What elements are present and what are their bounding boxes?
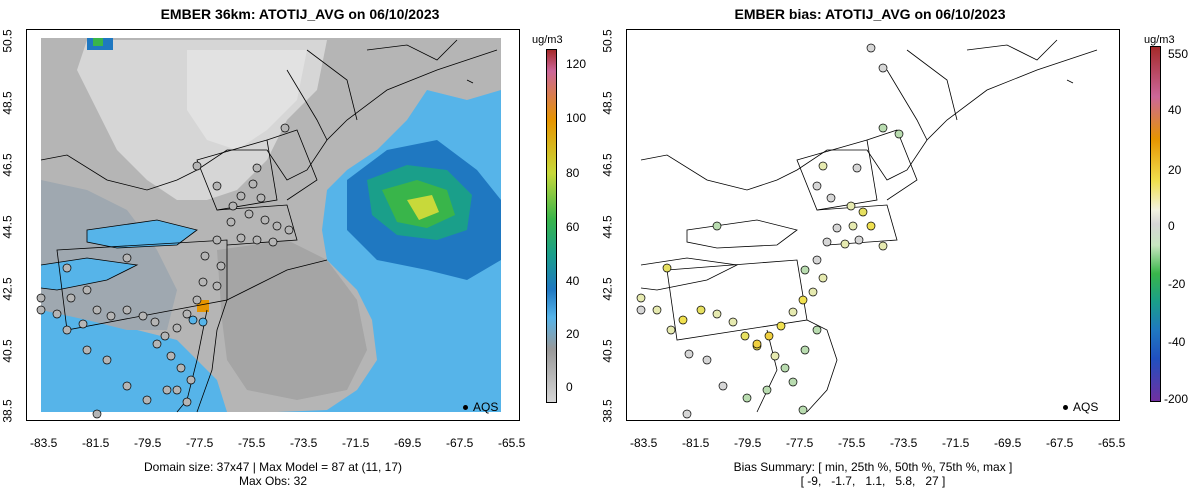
- x-tick: -75.5: [838, 436, 866, 450]
- lake-ontario-fill: [87, 220, 197, 248]
- left-legend: AQS: [463, 400, 498, 414]
- y-tick: 48.5: [0, 91, 15, 115]
- colorbar-tick: -20: [1168, 277, 1186, 291]
- right-caption-line1: Bias Summary: [ min, 25th %, 50th %, 75t…: [733, 460, 1013, 474]
- coastlines: [40, 39, 498, 413]
- coastlines: [640, 39, 1098, 413]
- y-tick: 50.5: [0, 29, 15, 53]
- right-map-panel: EMBER bias: ATOTIJ_AVG on 06/10/2023: [600, 0, 1200, 502]
- right-bias-map: [636, 39, 1098, 419]
- left-map-frame: AQS: [26, 29, 520, 421]
- left-colorbar-unit: ug/m3: [532, 34, 563, 46]
- colorbar-tick: 0: [566, 380, 573, 394]
- x-tick: -71.5: [342, 436, 370, 450]
- x-tick: -79.5: [134, 436, 162, 450]
- colorbar-tick: -40: [1168, 335, 1186, 349]
- y-tick: 40.5: [600, 339, 615, 363]
- x-tick: -71.5: [942, 436, 970, 450]
- y-tick: 40.5: [0, 339, 15, 363]
- colorbar-tick: 120: [566, 57, 587, 71]
- y-tick: 44.5: [0, 215, 15, 239]
- left-caption-line2: Max Obs: 32: [238, 474, 308, 488]
- left-caption-line1: Domain size: 37x47 | Max Model = 87 at (…: [143, 460, 403, 474]
- y-tick: 46.5: [600, 153, 615, 177]
- left-map-panel: EMBER 36km: ATOTIJ_AVG on 06/10/2023: [0, 6, 587, 488]
- y-tick: 42.5: [600, 277, 615, 301]
- left-model-map: [27, 30, 519, 420]
- y-tick: 50.5: [600, 29, 615, 53]
- colorbar-tick: 40: [1168, 103, 1182, 117]
- colorbar-tick: 0: [1168, 219, 1175, 233]
- colorbar-tick: 20: [566, 327, 580, 341]
- x-tick: -77.5: [786, 436, 814, 450]
- y-tick: 44.5: [600, 215, 615, 239]
- bias-sites: [636, 43, 904, 419]
- x-tick: -83.5: [630, 436, 658, 450]
- colorbar-tick: 20: [1168, 163, 1182, 177]
- x-tick: -73.5: [890, 436, 918, 450]
- x-tick: -77.5: [186, 436, 214, 450]
- x-tick: -67.5: [1046, 436, 1074, 450]
- colorbar-tick: -200: [1164, 392, 1189, 406]
- y-tick: 46.5: [0, 153, 15, 177]
- y-tick: 38.5: [600, 399, 615, 423]
- x-tick: -75.5: [238, 436, 266, 450]
- right-colorbar-unit: ug/m3: [1144, 34, 1175, 46]
- right-map-title: EMBER bias: ATOTIJ_AVG on 06/10/2023: [734, 6, 1006, 22]
- x-tick: -69.5: [994, 436, 1022, 450]
- aqs-sites-left: [36, 123, 294, 419]
- right-colorbar: [1150, 46, 1161, 402]
- left-map-title: EMBER 36km: ATOTIJ_AVG on 06/10/2023: [160, 6, 440, 22]
- left-colorbar: [546, 49, 557, 403]
- left-legend-label: AQS: [473, 400, 499, 414]
- right-legend-label: AQS: [1073, 400, 1099, 414]
- colorbar-tick: 550: [1168, 47, 1189, 61]
- x-tick: -79.5: [734, 436, 762, 450]
- colorbar-tick: 80: [566, 166, 580, 180]
- colorbar-tick: 100: [566, 111, 587, 125]
- x-tick: -65.5: [498, 436, 526, 450]
- aqs-legend-dot: [463, 405, 468, 411]
- x-tick: -65.5: [1098, 436, 1126, 450]
- y-tick: 42.5: [0, 277, 15, 301]
- x-tick: -83.5: [30, 436, 58, 450]
- right-legend: AQS: [1063, 400, 1098, 414]
- colorbar-tick: 40: [566, 274, 580, 288]
- x-tick: -81.5: [682, 436, 710, 450]
- y-tick: 38.5: [0, 399, 15, 423]
- x-tick: -73.5: [290, 436, 318, 450]
- right-map-frame: AQS: [626, 29, 1120, 421]
- y-tick: 48.5: [600, 91, 615, 115]
- x-tick: -81.5: [82, 436, 110, 450]
- x-tick: -67.5: [446, 436, 474, 450]
- aqs-legend-dot: [1063, 405, 1068, 411]
- right-caption-line2: [ -9, -1.7, 1.1, 5.8, 27 ]: [800, 474, 946, 488]
- x-tick: -69.5: [394, 436, 422, 450]
- colorbar-tick: 60: [566, 220, 580, 234]
